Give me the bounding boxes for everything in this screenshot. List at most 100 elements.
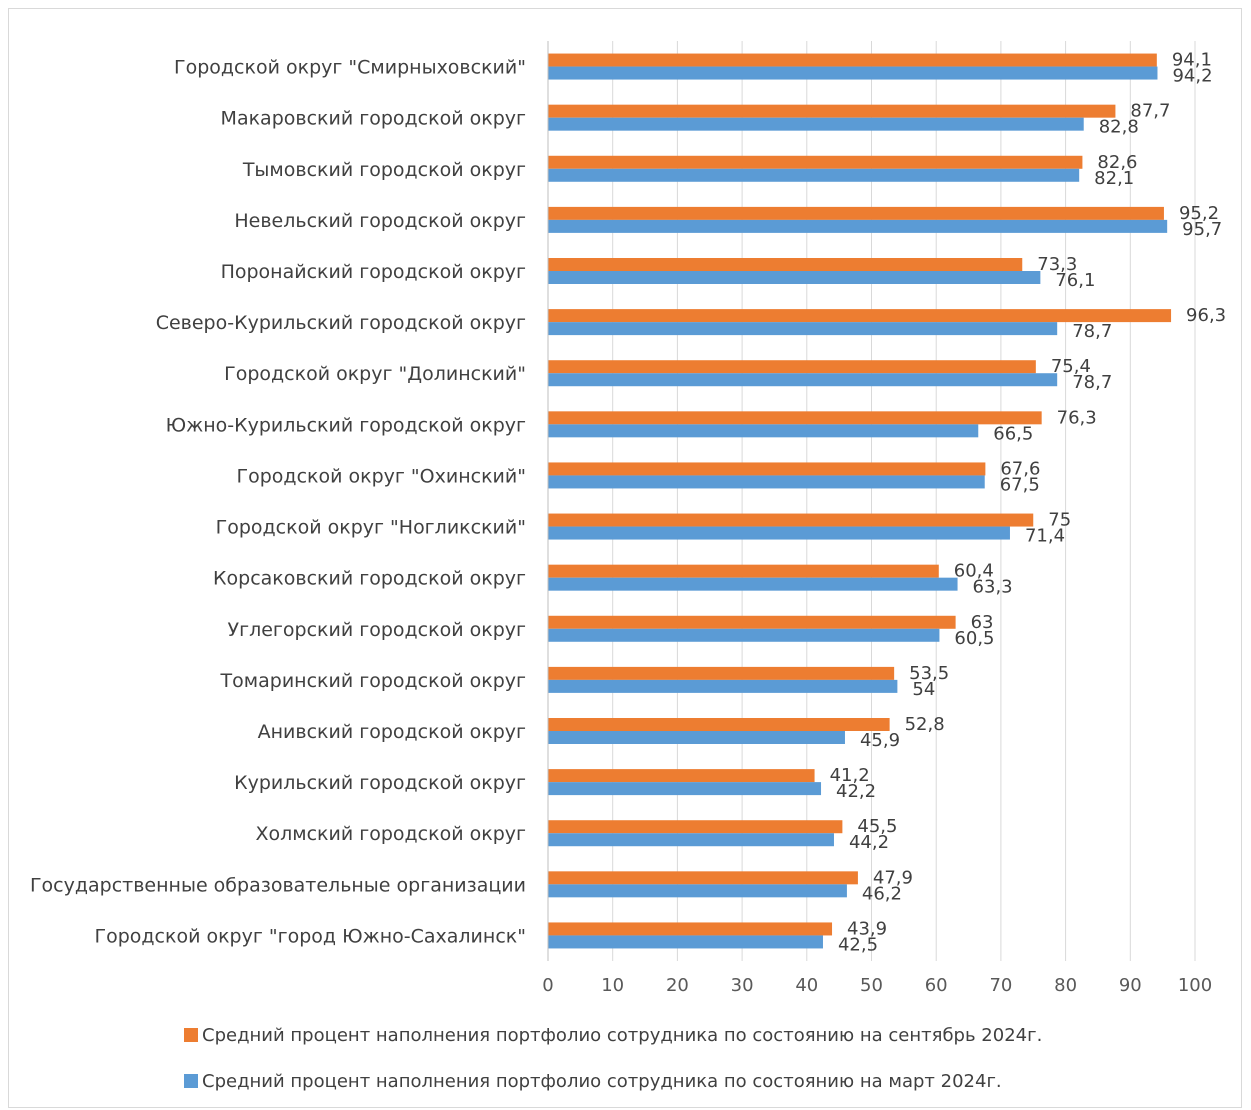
bar-march-9 — [548, 526, 1010, 540]
bar-march-15 — [548, 833, 834, 847]
bar-march-3 — [548, 219, 1168, 233]
category-label-7: Южно-Курильский городской округ — [166, 414, 526, 436]
x-tick-label-4: 40 — [795, 975, 818, 996]
bar-march-5 — [548, 322, 1058, 336]
bar-september-11 — [548, 615, 956, 629]
category-label-4: Поронайский городской округ — [221, 261, 526, 283]
x-tick-label-9: 90 — [1119, 975, 1142, 996]
bar-march-1 — [548, 117, 1084, 131]
category-label-13: Анивский городской округ — [258, 721, 526, 743]
chart-frame: 0 10 20 30 40 50 60 70 80 90 100 Городской округ "С… — [8, 8, 1242, 1108]
data-label-march-2: 82,1 — [1094, 168, 1134, 189]
data-label-march-17: 42,5 — [838, 934, 878, 955]
data-label-march-12: 54 — [912, 679, 935, 700]
bar-september-3 — [548, 206, 1164, 220]
category-label-12: Томаринский городской округ — [220, 670, 526, 692]
bar-march-11 — [548, 628, 940, 642]
x-tick-label-8: 80 — [1054, 975, 1077, 996]
category-label-10: Корсаковский городской округ — [213, 568, 526, 590]
legend-item-march: Средний процент наполнения портфолио сот… — [184, 1071, 1002, 1092]
bar-march-10 — [548, 577, 958, 591]
x-tick-label-10: 100 — [1178, 975, 1212, 996]
data-label-march-14: 42,2 — [836, 781, 876, 802]
data-label-september-15: 45,5 — [857, 816, 897, 837]
bar-september-16 — [548, 871, 858, 885]
data-label-september-6: 75,4 — [1051, 356, 1091, 377]
category-label-3: Невельский городской округ — [234, 210, 526, 232]
bar-march-8 — [548, 475, 985, 489]
bar-september-9 — [548, 513, 1034, 527]
bar-march-16 — [548, 884, 847, 898]
data-label-march-6: 78,7 — [1072, 372, 1112, 393]
data-label-september-9: 75 — [1048, 510, 1071, 531]
x-tick-label-2: 20 — [666, 975, 689, 996]
category-label-11: Углегорский городской округ — [228, 619, 526, 641]
data-label-september-8: 67,6 — [1000, 458, 1040, 479]
x-tick-label-0: 0 — [542, 975, 553, 996]
data-label-march-1: 82,8 — [1099, 117, 1139, 138]
data-label-september-11: 63 — [971, 612, 994, 633]
data-label-september-17: 43,9 — [847, 918, 887, 939]
category-label-8: Городской округ "Охинский" — [237, 465, 526, 487]
data-label-september-1: 87,7 — [1130, 101, 1170, 122]
category-label-5: Северо-Курильский городской округ — [156, 312, 526, 334]
data-label-september-0: 94,1 — [1172, 50, 1212, 71]
x-tick-label-3: 30 — [731, 975, 754, 996]
data-label-march-0: 94,2 — [1172, 66, 1212, 87]
bar-march-4 — [548, 271, 1041, 284]
bar-march-6 — [548, 373, 1058, 387]
legend-item-september: Средний процент наполнения портфолио сот… — [184, 1025, 1042, 1046]
bar-september-7 — [548, 411, 1042, 425]
legend-swatch-march — [184, 1074, 198, 1088]
bar-september-5 — [548, 309, 1172, 323]
category-label-0: Городской округ "Смирныховский" — [174, 57, 526, 79]
category-label-2: Тымовский городской округ — [242, 159, 526, 181]
data-label-september-5: 96,3 — [1186, 305, 1226, 326]
bar-september-12 — [548, 666, 895, 680]
data-label-march-11: 60,5 — [954, 628, 994, 649]
bar-march-12 — [548, 679, 898, 693]
category-label-6: Городской округ "Долинский" — [224, 363, 526, 385]
data-label-march-10: 63,3 — [973, 577, 1013, 598]
x-tick-label-5: 50 — [860, 975, 883, 996]
data-label-september-3: 95,2 — [1179, 203, 1219, 224]
legend-label-march: Средний процент наполнения портфолио сот… — [202, 1071, 1002, 1092]
bar-march-13 — [548, 731, 845, 744]
bar-september-10 — [548, 564, 939, 578]
data-label-march-7: 66,5 — [993, 423, 1033, 444]
x-tick-label-6: 60 — [925, 975, 948, 996]
bar-september-8 — [548, 462, 986, 476]
data-label-march-3: 95,7 — [1182, 219, 1222, 240]
bar-march-14 — [548, 782, 822, 796]
data-label-september-13: 52,8 — [905, 714, 945, 735]
bar-march-17 — [548, 935, 823, 949]
bar-september-13 — [548, 718, 890, 731]
bar-march-2 — [548, 168, 1080, 182]
data-label-september-10: 60,4 — [954, 561, 994, 582]
data-label-march-8: 67,5 — [1000, 474, 1040, 495]
x-tick-label-7: 70 — [989, 975, 1012, 996]
data-label-march-13: 45,9 — [860, 730, 900, 751]
category-label-1: Макаровский городской округ — [221, 108, 526, 130]
bar-september-2 — [548, 155, 1083, 169]
bar-september-14 — [548, 769, 815, 783]
bar-march-7 — [548, 424, 979, 438]
data-label-march-5: 78,7 — [1072, 321, 1112, 342]
category-label-17: Городской округ "город Южно-Сахалинск" — [94, 925, 526, 947]
legend-swatch-september — [184, 1028, 198, 1042]
bar-september-17 — [548, 922, 833, 936]
x-tick-label-1: 10 — [601, 975, 624, 996]
data-label-september-12: 53,5 — [909, 663, 949, 684]
bar-september-15 — [548, 820, 843, 834]
bar-september-6 — [548, 360, 1036, 374]
bar-march-0 — [548, 66, 1158, 80]
data-label-march-4: 76,1 — [1055, 270, 1095, 291]
data-label-september-7: 76,3 — [1057, 407, 1097, 428]
data-label-september-2: 82,6 — [1097, 152, 1137, 173]
data-label-september-16: 47,9 — [873, 867, 913, 888]
category-label-9: Городской округ "Ногликский" — [216, 517, 526, 539]
bar-september-4 — [548, 258, 1023, 271]
bar-chart: 0 10 20 30 40 50 60 70 80 90 100 Городской округ "С… — [30, 41, 1226, 996]
data-label-march-16: 46,2 — [862, 883, 902, 904]
category-label-16: Государственные образовательные организа… — [30, 874, 526, 896]
